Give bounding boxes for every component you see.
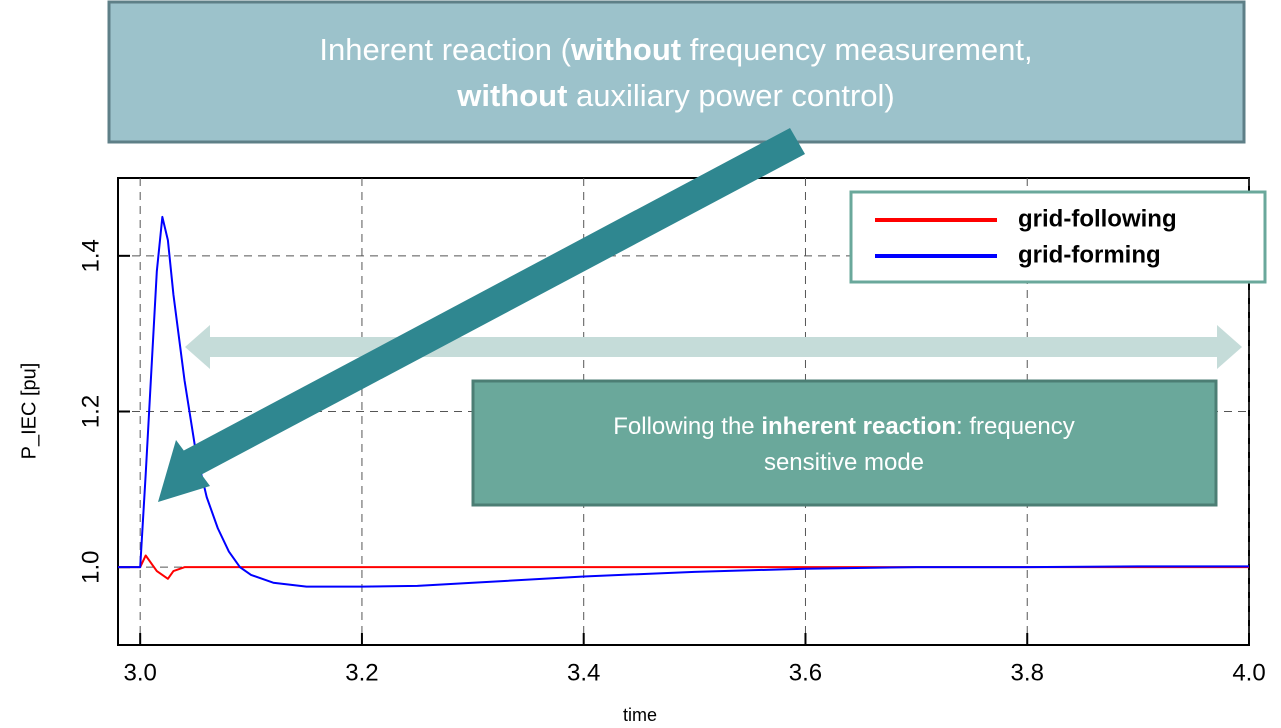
annotation-text: without auxiliary power control)	[456, 78, 895, 113]
annotations: Inherent reaction (without frequency mea…	[319, 32, 1074, 476]
legend-box	[849, 190, 1267, 284]
annotation-segment: : frequency	[956, 413, 1075, 440]
legend-label: grid-following	[1018, 205, 1177, 232]
x-axis-label: time	[623, 705, 657, 725]
annotation-segment: frequency measurement,	[681, 32, 1033, 67]
legend-label: grid-forming	[1018, 241, 1161, 268]
annotation-segment: sensitive mode	[764, 449, 924, 476]
annotation-segment: auxiliary power control)	[567, 78, 894, 113]
x-tick-label: 3.6	[789, 659, 822, 686]
x-tick-label: 3.8	[1011, 659, 1044, 686]
y-tick-label: 1.4	[77, 239, 104, 272]
y-tick-label: 1.2	[77, 395, 104, 428]
annotation-text: sensitive mode	[764, 449, 924, 476]
x-tick-label: 3.0	[123, 659, 156, 686]
series-line	[118, 215, 1249, 588]
double-arrow	[185, 325, 1242, 369]
y-axis-label: P_IEC [pu]	[18, 363, 40, 460]
x-tick-label: 3.2	[345, 659, 378, 686]
annotation-segment: inherent reaction	[761, 413, 956, 440]
y-tick-label: 1.0	[77, 550, 104, 583]
pointer-arrow	[158, 128, 805, 502]
x-tick-label: 4.0	[1232, 659, 1265, 686]
annotation-segment: without	[456, 78, 567, 113]
annotation-box	[107, 0, 1246, 144]
annotation-text: Inherent reaction (without frequency mea…	[319, 32, 1032, 67]
legend: grid-following grid-forming	[875, 205, 1177, 268]
annotation-segment: without	[570, 32, 681, 67]
annotation-segment: Inherent reaction (	[319, 32, 571, 67]
annotation-box	[471, 379, 1218, 507]
x-tick-label: 3.4	[567, 659, 600, 686]
lines	[118, 215, 1249, 588]
annotation-text: Following the inherent reaction: frequen…	[613, 413, 1075, 440]
annotation-segment: Following the	[613, 413, 761, 440]
